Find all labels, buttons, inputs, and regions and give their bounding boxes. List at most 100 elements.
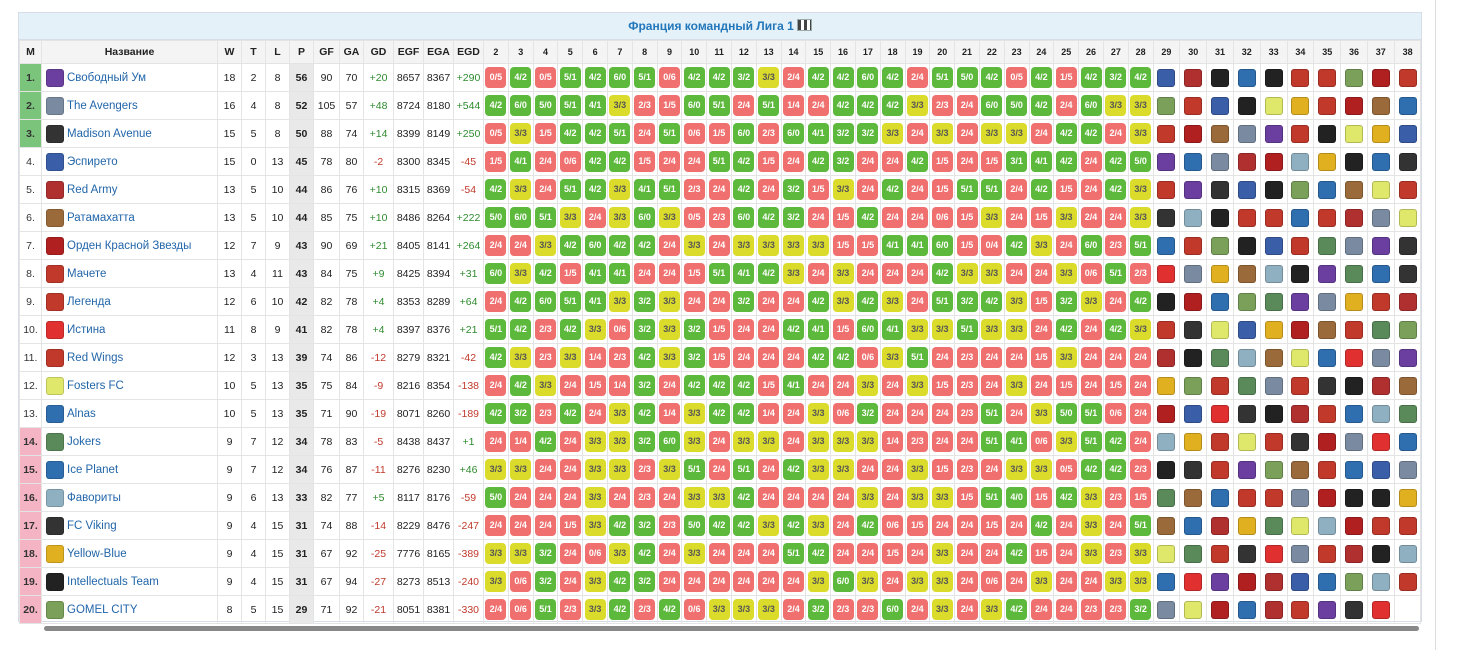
opponent-logo-icon[interactable] bbox=[1264, 236, 1283, 255]
match-result-badge[interactable]: 3/3 bbox=[584, 431, 606, 452]
match-result-badge[interactable]: 2/4 bbox=[807, 263, 829, 284]
match-result-badge[interactable]: 3/3 bbox=[658, 207, 680, 228]
match-result-badge[interactable]: 5/1 bbox=[782, 543, 804, 564]
opponent-logo-icon[interactable] bbox=[1237, 488, 1256, 507]
match-result-badge[interactable]: 3/3 bbox=[882, 347, 904, 368]
match-result-badge[interactable]: 1/5 bbox=[1030, 207, 1052, 228]
opponent-logo-icon[interactable] bbox=[1398, 236, 1417, 255]
match-result-badge[interactable]: 1/4 bbox=[882, 431, 904, 452]
match-result-badge[interactable]: 1/5 bbox=[931, 151, 953, 172]
opponent-logo-icon[interactable] bbox=[1264, 488, 1283, 507]
match-result-badge[interactable]: 2/4 bbox=[981, 375, 1003, 396]
opponent-logo-icon[interactable] bbox=[1264, 264, 1283, 283]
opponent-logo-icon[interactable] bbox=[1318, 516, 1337, 535]
match-result-badge[interactable]: 2/4 bbox=[758, 347, 780, 368]
opponent-logo-icon[interactable] bbox=[1264, 68, 1283, 87]
match-result-badge[interactable]: 4/2 bbox=[584, 123, 606, 144]
match-result-badge[interactable]: 3/3 bbox=[758, 515, 780, 536]
match-result-badge[interactable]: 2/4 bbox=[584, 207, 606, 228]
opponent-logo-icon[interactable] bbox=[1184, 236, 1203, 255]
match-result-badge[interactable]: 2/4 bbox=[559, 431, 581, 452]
match-result-badge[interactable]: 3/3 bbox=[1055, 263, 1077, 284]
opponent-logo-icon[interactable] bbox=[1318, 208, 1337, 227]
match-result-badge[interactable]: 2/3 bbox=[956, 459, 978, 480]
match-result-badge[interactable]: 2/3 bbox=[1130, 459, 1152, 480]
opponent-logo-icon[interactable] bbox=[1157, 152, 1176, 171]
match-result-badge[interactable]: 2/4 bbox=[882, 375, 904, 396]
opponent-logo-icon[interactable] bbox=[1371, 572, 1390, 591]
opponent-logo-icon[interactable] bbox=[1344, 348, 1363, 367]
match-result-badge[interactable]: 3/2 bbox=[634, 291, 656, 312]
match-result-badge[interactable]: 2/3 bbox=[956, 375, 978, 396]
match-result-badge[interactable]: 1/4 bbox=[510, 431, 532, 452]
match-result-badge[interactable]: 3/3 bbox=[584, 319, 606, 340]
match-result-badge[interactable]: 0/6 bbox=[658, 67, 680, 88]
team-name-cell[interactable]: GOMEL CITY bbox=[41, 595, 218, 624]
team-name-link[interactable]: Red Wings bbox=[67, 351, 124, 364]
match-result-badge[interactable]: 2/4 bbox=[906, 543, 928, 564]
match-result-badge[interactable]: 3/2 bbox=[510, 403, 532, 424]
match-result-badge[interactable]: 1/5 bbox=[559, 515, 581, 536]
opponent-logo-icon[interactable] bbox=[1344, 68, 1363, 87]
match-result-badge[interactable]: 1/5 bbox=[832, 235, 854, 256]
opponent-logo-icon[interactable] bbox=[1237, 292, 1256, 311]
match-result-badge[interactable]: 3/3 bbox=[658, 347, 680, 368]
match-result-badge[interactable]: 4/2 bbox=[559, 319, 581, 340]
table-row[interactable]: 14. Jokers 9 7 12 34 78 83 -5 8438 8437 +1 2/4 1/4 4/2… bbox=[19, 427, 1422, 456]
match-result-badge[interactable]: 6/0 bbox=[584, 235, 606, 256]
match-result-badge[interactable]: 2/4 bbox=[658, 151, 680, 172]
match-result-badge[interactable]: 2/4 bbox=[956, 543, 978, 564]
match-result-badge[interactable]: 3/3 bbox=[758, 67, 780, 88]
match-result-badge[interactable]: 3/2 bbox=[683, 347, 705, 368]
opponent-logo-icon[interactable] bbox=[1184, 404, 1203, 423]
team-name-link[interactable]: Фавориты bbox=[67, 491, 121, 504]
match-result-badge[interactable]: 4/2 bbox=[1080, 67, 1102, 88]
opponent-logo-icon[interactable] bbox=[1371, 600, 1390, 619]
match-result-badge[interactable]: 4/2 bbox=[510, 291, 532, 312]
match-result-badge[interactable]: 2/4 bbox=[906, 599, 928, 620]
match-result-badge[interactable]: 2/4 bbox=[584, 403, 606, 424]
opponent-logo-icon[interactable] bbox=[1264, 152, 1283, 171]
opponent-logo-icon[interactable] bbox=[1157, 460, 1176, 479]
match-result-badge[interactable]: 3/3 bbox=[758, 235, 780, 256]
match-result-badge[interactable]: 4/2 bbox=[1055, 123, 1077, 144]
match-result-badge[interactable]: 4/0 bbox=[1006, 487, 1028, 508]
opponent-logo-icon[interactable] bbox=[1291, 572, 1310, 591]
match-result-badge[interactable]: 2/4 bbox=[782, 151, 804, 172]
team-name-link[interactable]: Alnas bbox=[67, 407, 96, 420]
match-result-badge[interactable]: 4/2 bbox=[485, 347, 507, 368]
table-row[interactable]: 16. Фавориты 9 6 13 33 82 77 +5 8117 8176 -59 5/0 2/4… bbox=[19, 483, 1422, 512]
opponent-logo-icon[interactable] bbox=[1237, 180, 1256, 199]
match-result-badge[interactable]: 3/2 bbox=[1130, 599, 1152, 620]
opponent-logo-icon[interactable] bbox=[1157, 516, 1176, 535]
table-row[interactable]: 7. Орден Красной Звезды 12 7 9 43 90 69 +21 8405 8… bbox=[19, 231, 1422, 260]
match-result-badge[interactable]: 5/0 bbox=[683, 515, 705, 536]
opponent-logo-icon[interactable] bbox=[1184, 488, 1203, 507]
team-name-link[interactable]: Red Army bbox=[67, 183, 118, 196]
opponent-logo-icon[interactable] bbox=[1371, 124, 1390, 143]
match-result-badge[interactable]: 3/3 bbox=[584, 459, 606, 480]
match-result-badge[interactable]: 3/3 bbox=[609, 543, 631, 564]
match-result-badge[interactable]: 2/4 bbox=[782, 571, 804, 592]
opponent-logo-icon[interactable] bbox=[1291, 124, 1310, 143]
match-result-badge[interactable]: 3/3 bbox=[708, 599, 730, 620]
match-result-badge[interactable]: 1/5 bbox=[981, 515, 1003, 536]
opponent-logo-icon[interactable] bbox=[1184, 68, 1203, 87]
match-result-badge[interactable]: 1/5 bbox=[1055, 179, 1077, 200]
match-result-badge[interactable]: 1/5 bbox=[534, 123, 556, 144]
match-result-badge[interactable]: 1/5 bbox=[1030, 543, 1052, 564]
match-result-badge[interactable]: 6/0 bbox=[832, 571, 854, 592]
match-result-badge[interactable]: 1/4 bbox=[658, 403, 680, 424]
match-result-badge[interactable]: 2/3 bbox=[1130, 263, 1152, 284]
opponent-logo-icon[interactable] bbox=[1211, 516, 1229, 535]
opponent-logo-icon[interactable] bbox=[1211, 180, 1229, 199]
table-row[interactable]: 18. Yellow-Blue 9 4 15 31 67 92 -25 7776 8165 -389 3… bbox=[19, 539, 1422, 568]
opponent-logo-icon[interactable] bbox=[1211, 264, 1229, 283]
match-result-badge[interactable]: 5/1 bbox=[981, 431, 1003, 452]
match-result-badge[interactable]: 2/4 bbox=[534, 487, 556, 508]
match-result-badge[interactable]: 4/2 bbox=[807, 543, 829, 564]
opponent-logo-icon[interactable] bbox=[1211, 376, 1229, 395]
match-result-badge[interactable]: 3/2 bbox=[1105, 67, 1127, 88]
opponent-logo-icon[interactable] bbox=[1184, 600, 1203, 619]
match-result-badge[interactable]: 4/2 bbox=[906, 151, 928, 172]
